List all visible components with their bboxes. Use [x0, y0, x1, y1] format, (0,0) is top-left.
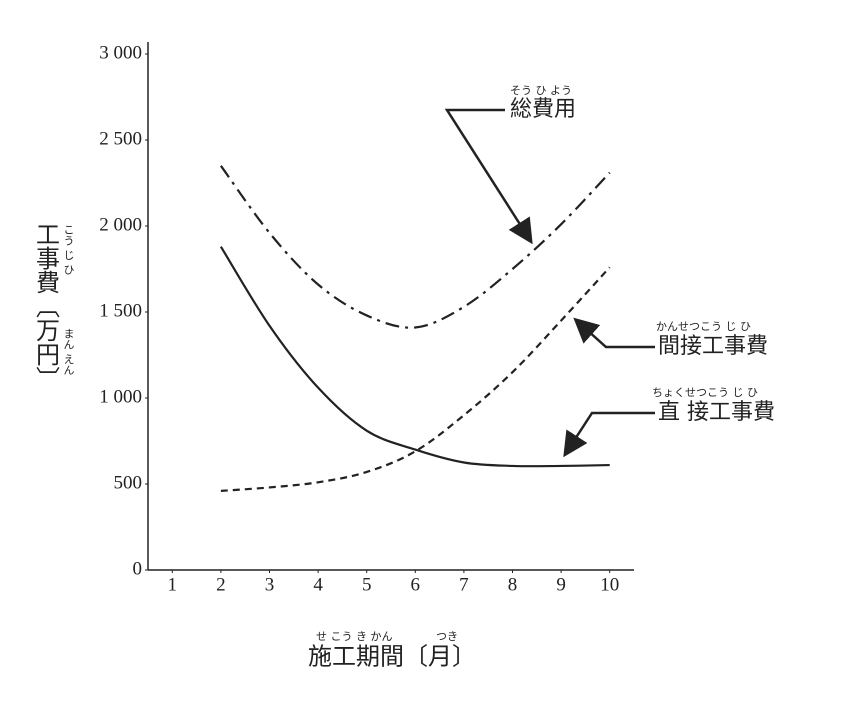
series-label: 間接工事費 [658, 334, 768, 359]
series-label-ruby: ちょくせつこう じ ひ [652, 386, 758, 399]
series-label: 総費用 [510, 97, 576, 122]
y-tick-label: 3 000 [99, 42, 142, 63]
x-axis-label-ruby: せ こう き かん [316, 630, 393, 643]
y-tick-label: 500 [114, 472, 143, 493]
arrow [444, 108, 533, 245]
y-tick-label: 1 000 [99, 386, 142, 407]
y-axis-label-ruby: まん えん [62, 328, 75, 376]
arrow [563, 411, 655, 458]
series-line [220, 266, 611, 492]
y-axis-label-ruby: こう じ ひ [62, 224, 75, 275]
x-tick-label: 2 [216, 574, 226, 595]
x-tick-label: 8 [508, 574, 518, 595]
x-tick-label: 10 [600, 574, 619, 595]
x-axis-label: 施工期間〔月〕 [308, 643, 476, 671]
series-label-ruby: かんせつこう じ ひ [656, 320, 751, 333]
x-tick-label: 4 [313, 574, 323, 595]
x-tick-label: 9 [556, 574, 566, 595]
y-tick-label: 2 500 [99, 128, 142, 149]
series-label: 直 接工事費 [658, 400, 775, 425]
x-tick-label: 1 [168, 574, 178, 595]
y-tick-label: 0 [133, 558, 143, 579]
series-line [220, 165, 611, 329]
arrow [573, 317, 655, 349]
series-line [219, 246, 610, 468]
x-axis-label-ruby: つき [436, 630, 458, 643]
y-axis-label: 工事費〔万円〕 [32, 222, 60, 390]
x-tick-label: 6 [411, 574, 421, 595]
x-tick-label: 3 [265, 574, 275, 595]
x-tick-label: 5 [362, 574, 372, 595]
y-tick-label: 2 000 [99, 214, 142, 235]
x-tick-label: 7 [459, 574, 469, 595]
y-tick-label: 1 500 [99, 300, 142, 321]
series-label-ruby: そう ひ よう [510, 84, 572, 97]
